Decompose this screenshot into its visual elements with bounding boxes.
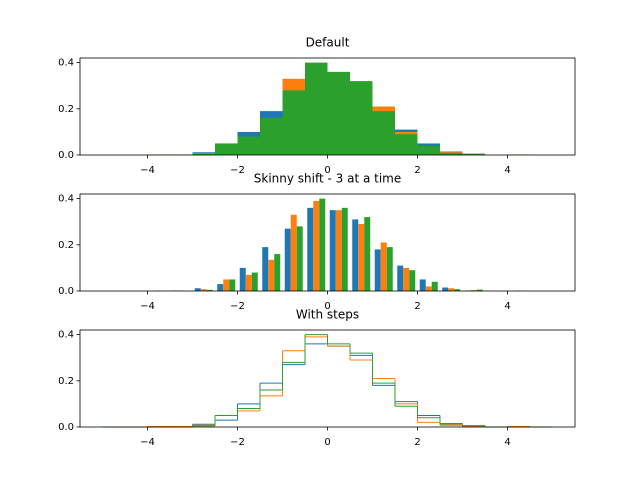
bar	[419, 279, 426, 291]
bar	[296, 226, 303, 291]
bar	[372, 111, 395, 155]
bar	[239, 267, 246, 291]
bar	[409, 270, 416, 291]
bar	[313, 200, 320, 291]
bar	[364, 217, 371, 291]
bar	[329, 210, 336, 291]
bar	[194, 288, 201, 291]
y-tick-label: 0.2	[58, 376, 74, 387]
bar	[470, 290, 477, 291]
bar	[386, 247, 393, 291]
bar	[403, 267, 410, 291]
bar	[274, 254, 281, 291]
y-tick-label: 0.0	[58, 286, 74, 297]
x-tick-label: 0	[324, 437, 330, 448]
bar	[454, 289, 461, 291]
bar	[192, 153, 215, 155]
y-tick-label: 0.4	[58, 58, 74, 69]
x-tick-label: 0	[324, 165, 330, 176]
bar	[425, 286, 432, 291]
subplot-title: Default	[306, 36, 350, 50]
bar	[229, 279, 236, 291]
bar	[200, 289, 207, 291]
bar	[290, 214, 297, 291]
x-tick-label: 2	[414, 301, 420, 312]
bar	[350, 81, 373, 155]
bar	[335, 210, 342, 291]
bar	[440, 153, 463, 155]
bar	[305, 62, 328, 155]
bar	[462, 153, 485, 155]
subplot: With steps −4 −2 0 2 4 0.0 0.2 0.4	[58, 308, 576, 448]
y-tick-label: 0.0	[58, 422, 74, 433]
subplot: Default −4 −2 0 2 4 0.0 0.2 0.4	[58, 36, 576, 176]
bar	[327, 71, 350, 155]
bar	[397, 265, 404, 291]
bar	[268, 259, 275, 291]
x-tick-label: −4	[140, 165, 155, 176]
axes-frame	[79, 193, 576, 292]
subplot: Skinny shift - 3 at a time −4 −2 0 2 4 0.0 0.2 0…	[58, 172, 576, 312]
x-tick-label: 2	[414, 437, 420, 448]
x-tick-label: 4	[504, 301, 510, 312]
bar	[395, 134, 418, 155]
bar	[245, 274, 252, 291]
bar	[307, 207, 314, 291]
subplot-title: Skinny shift - 3 at a time	[254, 172, 402, 186]
x-tick-label: 2	[414, 165, 420, 176]
bar	[251, 272, 258, 291]
x-tick-label: −2	[230, 437, 245, 448]
bar	[431, 281, 438, 291]
x-tick-label: 0	[324, 301, 330, 312]
bar	[476, 289, 483, 291]
bar	[206, 289, 213, 291]
subplot-title: With steps	[296, 308, 359, 322]
x-tick-label: −4	[140, 301, 155, 312]
x-tick-label: 4	[504, 437, 510, 448]
x-tick-label: −2	[230, 301, 245, 312]
bar	[417, 145, 440, 155]
y-tick-label: 0.2	[58, 240, 74, 251]
bar	[223, 279, 230, 291]
bar	[217, 284, 224, 291]
y-tick-label: 0.4	[58, 194, 74, 205]
bar	[352, 219, 359, 291]
bar	[442, 287, 449, 291]
x-tick-label: −4	[140, 437, 155, 448]
bar	[262, 247, 269, 291]
x-tick-label: −2	[230, 165, 245, 176]
bar	[215, 143, 238, 155]
bar	[448, 288, 455, 291]
bar	[319, 198, 326, 291]
y-tick-label: 0.2	[58, 104, 74, 115]
bar	[260, 118, 283, 155]
bar	[341, 207, 348, 291]
bar	[284, 228, 291, 291]
x-tick-label: 4	[504, 165, 510, 176]
y-tick-label: 0.4	[58, 330, 74, 341]
bar	[374, 249, 381, 291]
bar	[358, 224, 365, 291]
bar	[282, 90, 305, 155]
bar	[237, 136, 260, 155]
y-tick-label: 0.0	[58, 150, 74, 161]
bar	[380, 242, 387, 291]
